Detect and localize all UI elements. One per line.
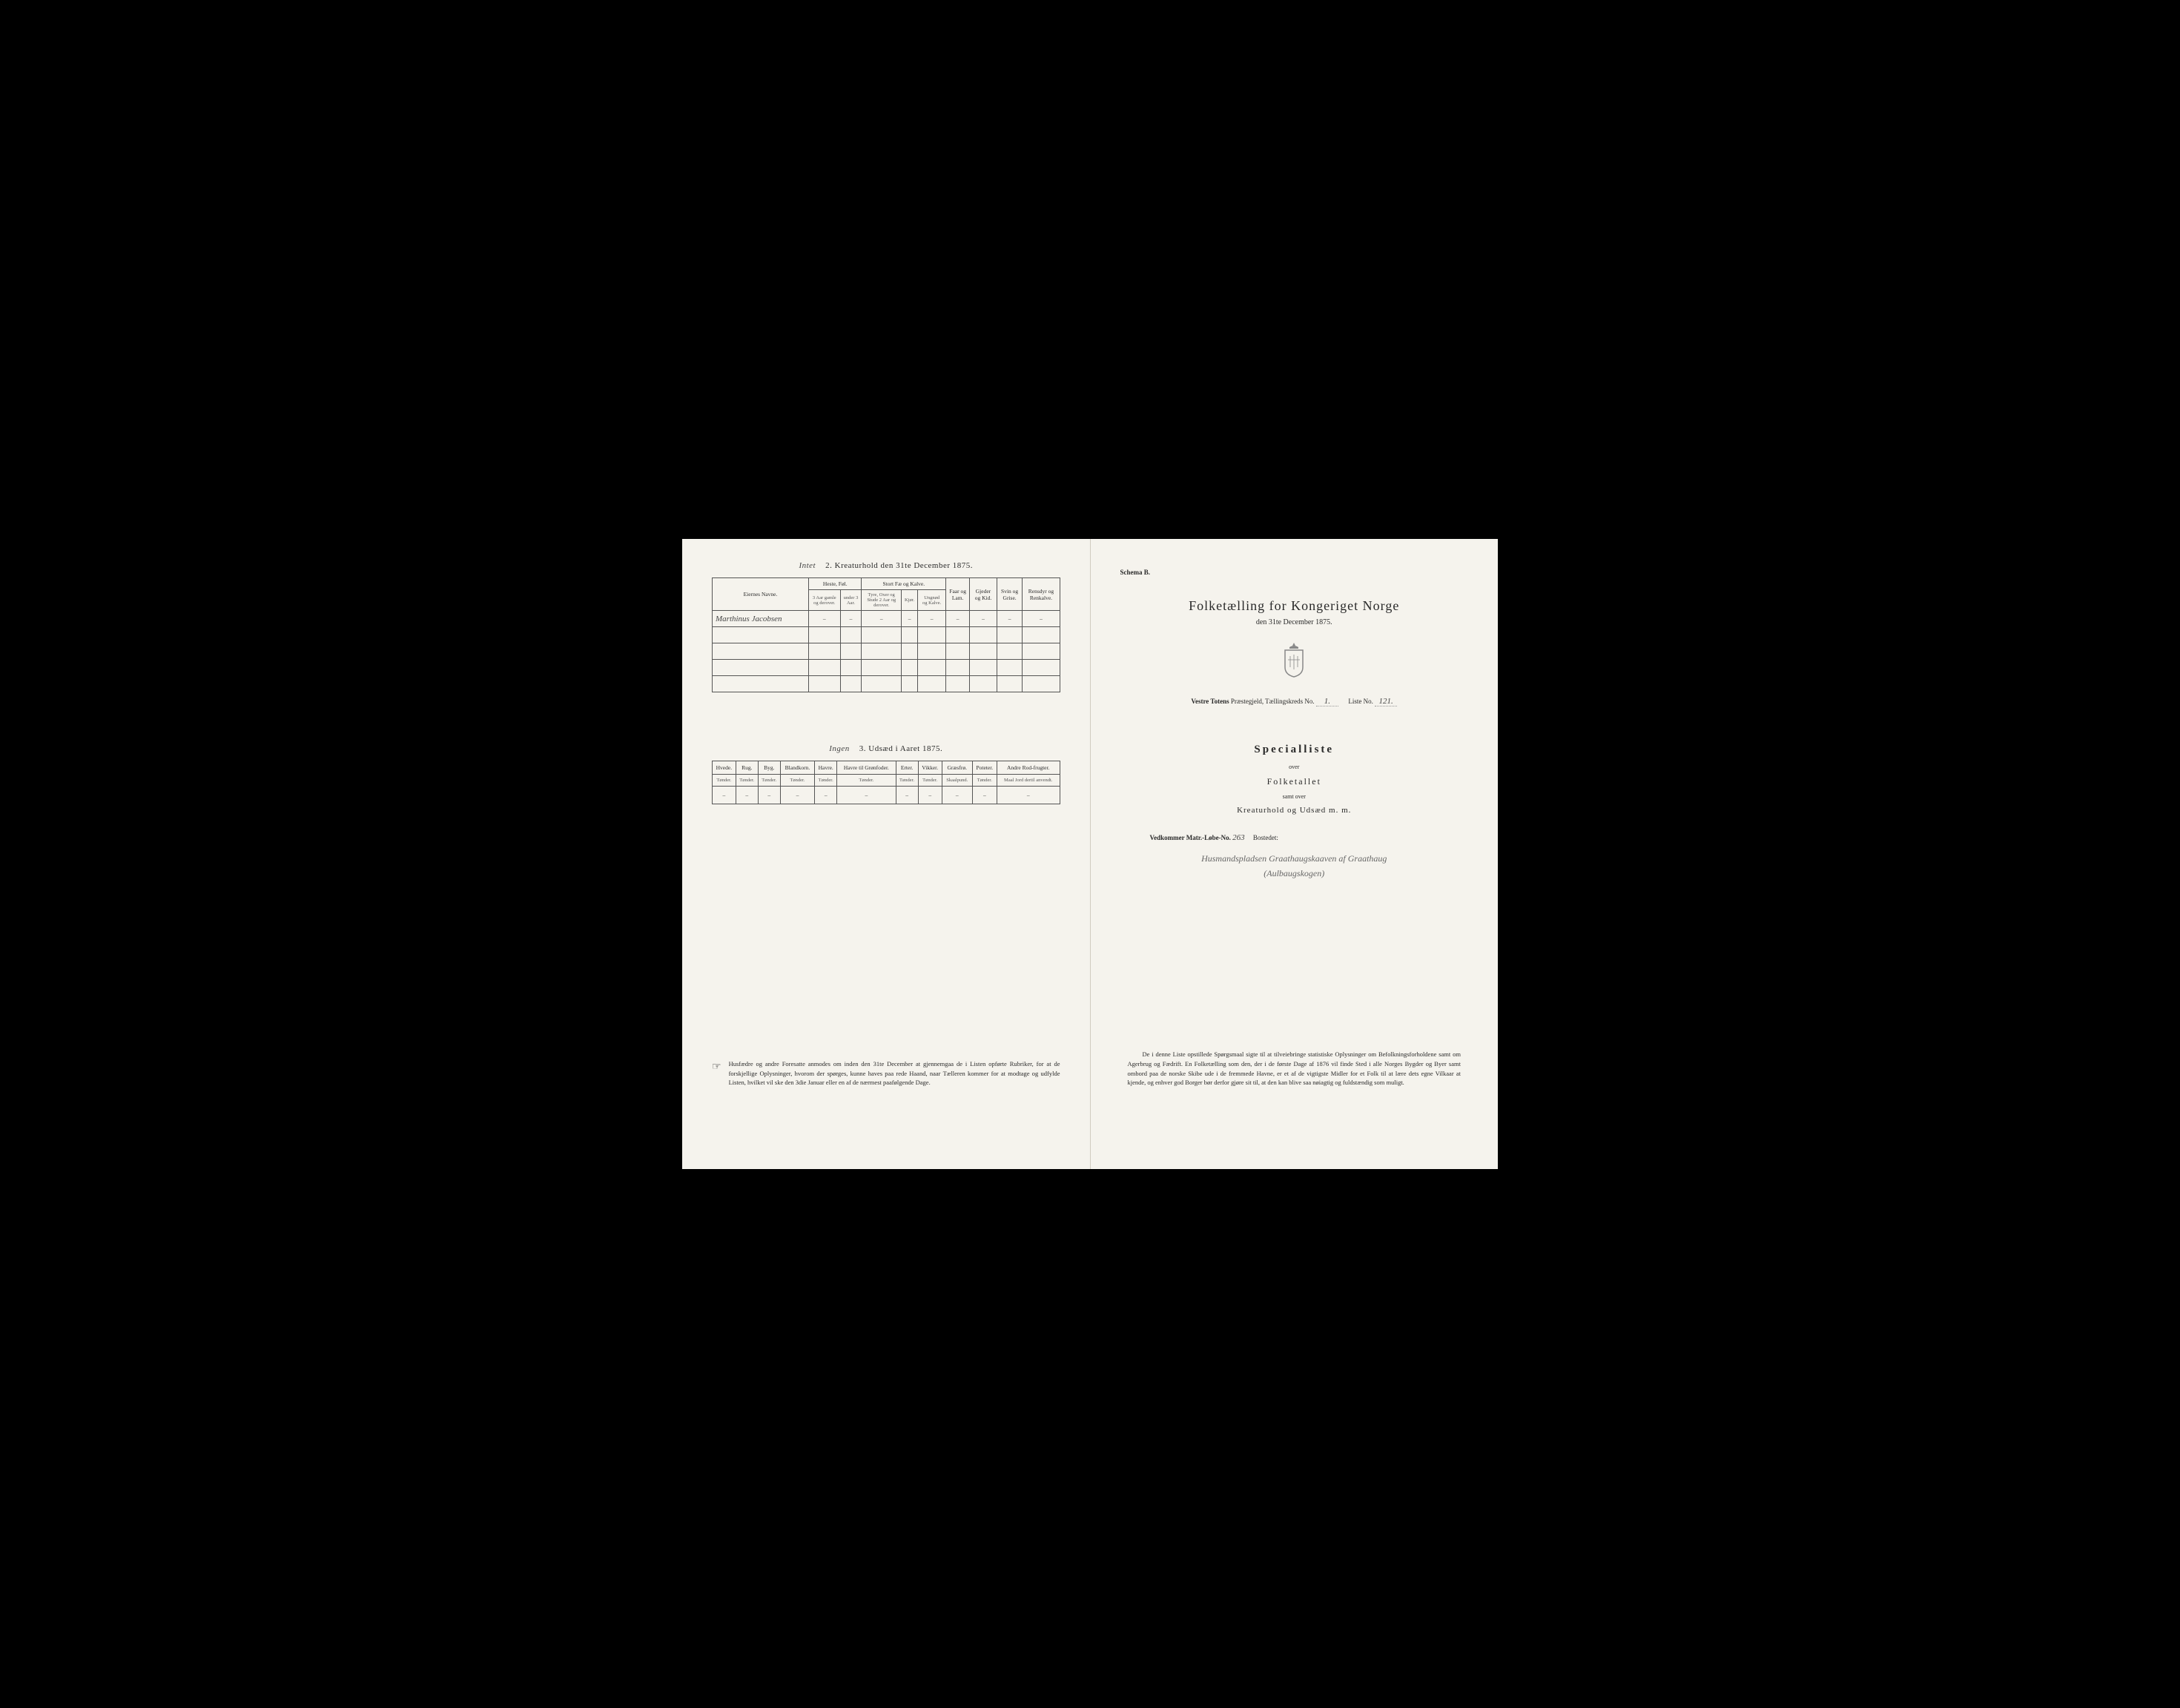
cell: –	[862, 611, 902, 627]
district-no: 1.	[1316, 697, 1338, 706]
cell: –	[997, 787, 1060, 804]
table-row: – – – – – – – – – – –	[713, 787, 1060, 804]
sub-date: den 31te December 1875.	[1120, 618, 1469, 626]
district-prefix: Vestre Totens	[1191, 698, 1229, 705]
kreatur-line: Kreaturhold og Udsæd m. m.	[1120, 806, 1469, 815]
left-footer: ☞ Husfædre og andre Foresatte anmodes om…	[712, 1059, 1060, 1088]
cell: –	[815, 787, 837, 804]
th-heste: Heste, Føl.	[809, 578, 862, 590]
cell-name: Marthinus Jacobsen	[713, 611, 809, 627]
bosted-label: Bostedet:	[1253, 834, 1278, 841]
section2-title: Intet 2. Kreaturhold den 31te December 1…	[712, 561, 1060, 570]
th-havre: Havre.	[815, 761, 837, 775]
th-svin: Svin og Grise.	[997, 578, 1023, 611]
cell: –	[780, 787, 814, 804]
cell: –	[837, 787, 896, 804]
section3-handwritten: Ingen	[829, 744, 850, 753]
th-havretil: Havre til Grønfoder.	[837, 761, 896, 775]
handwritten-bosted-1: Husmandspladsen Graathaugskaaven af Graa…	[1120, 853, 1469, 864]
unit: Skaalpund.	[942, 775, 972, 787]
samt-over: samt over	[1120, 793, 1469, 800]
district-label: Præstegjeld, Tællingskreds No.	[1231, 698, 1315, 705]
th-heste2: under 3 Aar.	[840, 590, 862, 611]
cell: –	[918, 787, 942, 804]
cell: –	[713, 787, 736, 804]
document-spread: Intet 2. Kreaturhold den 31te December 1…	[682, 539, 1498, 1169]
over-text: over	[1120, 764, 1469, 770]
table-row: Marthinus Jacobsen – – – – – – – – –	[713, 611, 1060, 627]
right-footer: De i denne Liste opstillede Spørgsmaal s…	[1128, 1050, 1461, 1088]
scan-container: Intet 2. Kreaturhold den 31te December 1…	[654, 512, 1526, 1196]
th-stort2: Kjør.	[901, 590, 917, 611]
unit: Tønder.	[918, 775, 942, 787]
table-row	[713, 676, 1060, 692]
unit: Tønder.	[736, 775, 758, 787]
cell: –	[840, 611, 862, 627]
th-erter: Erter.	[896, 761, 918, 775]
cell: –	[809, 611, 841, 627]
unit: Tønder.	[896, 775, 918, 787]
unit: Tønder.	[815, 775, 837, 787]
liste-no: 121.	[1375, 697, 1397, 706]
th-faar: Faar og Lam.	[946, 578, 970, 611]
cell: –	[997, 611, 1023, 627]
unit: Tønder.	[837, 775, 896, 787]
left-page: Intet 2. Kreaturhold den 31te December 1…	[682, 539, 1091, 1169]
section3-title: Ingen 3. Udsæd i Aaret 1875.	[712, 744, 1060, 753]
cell: –	[896, 787, 918, 804]
folketallet: Folketallet	[1120, 776, 1469, 787]
th-byg: Byg.	[758, 761, 780, 775]
th-andre: Andre Rod-frugter.	[997, 761, 1060, 775]
cell: –	[1023, 611, 1060, 627]
left-footer-text: Husfædre og andre Foresatte anmodes om i…	[729, 1059, 1060, 1088]
cell: –	[736, 787, 758, 804]
matr-no: 263	[1232, 833, 1245, 842]
district-line: Vestre Totens Præstegjeld, Tællingskreds…	[1120, 697, 1469, 706]
section3-title-text: 3. Udsæd i Aaret 1875.	[859, 744, 942, 753]
udsaed-table: Hvede. Rug. Byg. Blandkorn. Havre. Havre…	[712, 761, 1060, 804]
section2-handwritten: Intet	[799, 561, 816, 570]
th-name: Eiernes Navne.	[713, 578, 809, 611]
cell: –	[758, 787, 780, 804]
th-hvede: Hvede.	[713, 761, 736, 775]
unit: Maal Jord dertil anvendt.	[997, 775, 1060, 787]
pointing-hand-icon: ☞	[712, 1059, 721, 1088]
special-title: Specialliste	[1120, 744, 1469, 756]
schema-label: Schema B.	[1120, 569, 1469, 576]
unit: Tønder.	[713, 775, 736, 787]
th-heste1: 3 Aar gamle og derover.	[809, 590, 841, 611]
th-rensdyr: Rensdyr og Renkalve.	[1023, 578, 1060, 611]
th-stort: Stort Fæ og Kalve.	[862, 578, 946, 590]
cell: –	[946, 611, 970, 627]
table-row	[713, 660, 1060, 676]
right-page: Schema B. Folketælling for Kongeriget No…	[1091, 539, 1499, 1169]
th-blandkorn: Blandkorn.	[780, 761, 814, 775]
matr-line: Vedkommer Matr.-Løbe-No. 263 Bostedet:	[1120, 833, 1469, 842]
coat-of-arms-icon	[1279, 641, 1309, 678]
section2-title-text: 2. Kreaturhold den 31te December 1875.	[825, 561, 973, 570]
cell: –	[918, 611, 946, 627]
th-graesfro: Græsfrø.	[942, 761, 972, 775]
th-poteter: Poteter.	[972, 761, 997, 775]
main-title: Folketælling for Kongeriget Norge	[1120, 598, 1469, 614]
table-row	[713, 643, 1060, 660]
unit: Tønder.	[780, 775, 814, 787]
th-vikker: Vikker.	[918, 761, 942, 775]
liste-label: Liste No.	[1348, 698, 1373, 705]
th-stort1: Tyre, Oxer og Stude 2 Aar og derover.	[862, 590, 902, 611]
table-row	[713, 627, 1060, 643]
unit: Tønder.	[972, 775, 997, 787]
cell: –	[942, 787, 972, 804]
th-gjeder: Gjeder og Kid.	[970, 578, 997, 611]
th-rug: Rug.	[736, 761, 758, 775]
unit: Tønder.	[758, 775, 780, 787]
kreaturhold-table: Eiernes Navne. Heste, Føl. Stort Fæ og K…	[712, 577, 1060, 692]
cell: –	[972, 787, 997, 804]
cell: –	[970, 611, 997, 627]
handwritten-bosted-2: (Aulbaugskogen)	[1120, 868, 1469, 879]
cell: –	[901, 611, 917, 627]
matr-label: Vedkommer Matr.-Løbe-No.	[1150, 834, 1231, 841]
th-stort3: Ungnød og Kalve.	[918, 590, 946, 611]
